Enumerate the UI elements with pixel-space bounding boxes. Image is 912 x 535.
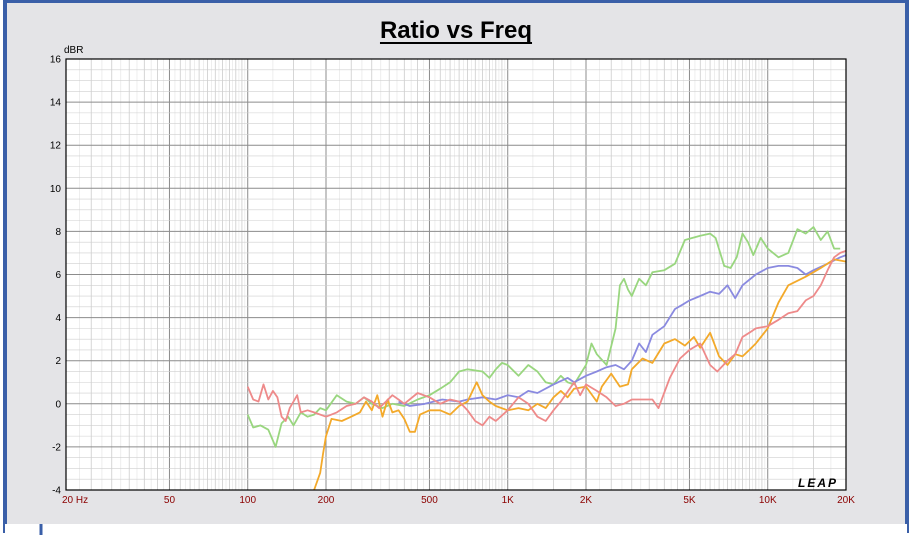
x-tick-label: 20 Hz xyxy=(62,495,88,506)
x-tick-label: 2K xyxy=(580,495,593,506)
y-tick-label: 16 xyxy=(50,55,62,66)
y-tick-label: 8 xyxy=(55,227,61,238)
y-ticks: 16 14 12 10 8 6 4 2 0 -2 -4 xyxy=(50,55,62,497)
series-line-2 xyxy=(398,254,847,407)
x-tick-label: 200 xyxy=(318,495,335,506)
y-tick-label: -4 xyxy=(52,486,61,497)
y-tick-label: 2 xyxy=(55,356,61,367)
y-tick-label: 0 xyxy=(55,399,61,410)
frame-bottom-gap xyxy=(5,524,907,535)
y-tick-label: -2 xyxy=(52,442,61,453)
series-line-1 xyxy=(246,226,841,448)
plot-border xyxy=(65,58,847,491)
series-line-4 xyxy=(246,249,847,427)
x-tick-label: 1K xyxy=(502,495,515,506)
y-tick-label: 12 xyxy=(50,141,62,152)
series-line-3 xyxy=(313,258,847,491)
x-tick-label: 20K xyxy=(837,495,855,506)
x-tick-label: 100 xyxy=(239,495,256,506)
x-tick-label: 10K xyxy=(759,495,777,506)
series-group xyxy=(246,226,847,491)
watermark-text: LEAP xyxy=(798,476,838,490)
y-axis-label: dBR xyxy=(64,45,83,56)
x-tick-label: 500 xyxy=(421,495,438,506)
y-tick-label: 14 xyxy=(50,98,62,109)
x-ticks: 20 Hz 50 100 200 500 1K 2K 5K 10K 20K xyxy=(62,495,855,506)
y-tick-label: 4 xyxy=(55,313,61,324)
x-tick-label: 50 xyxy=(164,495,176,506)
grid xyxy=(65,58,847,491)
y-tick-label: 10 xyxy=(50,184,62,195)
x-tick-label: 5K xyxy=(683,495,696,506)
chart-title: Ratio vs Freq xyxy=(380,17,532,44)
y-tick-label: 6 xyxy=(55,270,61,281)
